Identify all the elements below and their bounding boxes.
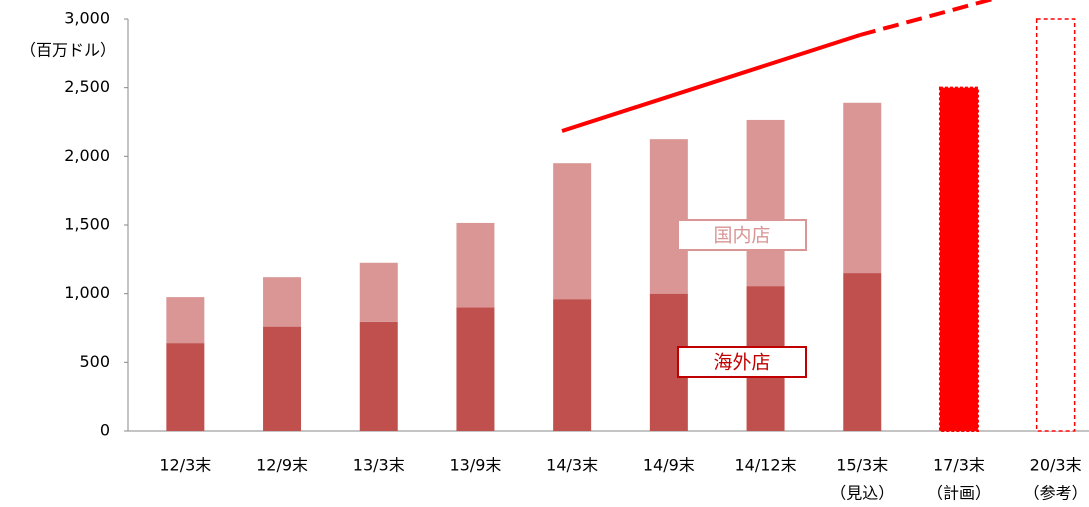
bar-segment xyxy=(843,102,882,274)
bar-segment xyxy=(456,222,495,308)
x-tick-sublabel: （計画） xyxy=(927,484,991,503)
bar-segment xyxy=(746,119,785,287)
x-tick-label: 12/3末 xyxy=(159,456,211,475)
x-tick-label: 14/12末 xyxy=(734,456,796,475)
y-tick-label: 1,500 xyxy=(64,215,110,234)
x-tick-label: 14/3末 xyxy=(546,456,598,475)
series-label: 海外店 xyxy=(713,352,770,374)
plan-bar xyxy=(1035,18,1076,432)
x-tick-sublabel: （見込） xyxy=(830,484,894,503)
bar-segment xyxy=(553,163,592,300)
series-label-box xyxy=(677,219,807,251)
y-tick-label: 0 xyxy=(100,421,110,440)
series-label: 国内店 xyxy=(713,225,770,247)
x-tick-sublabel: （参考） xyxy=(1024,484,1088,503)
bar-segment xyxy=(359,262,398,322)
y-tick-label: 2,500 xyxy=(64,77,110,96)
bar-segment xyxy=(553,299,592,431)
y-tick-label: 3,000 xyxy=(64,9,110,28)
bar-segment xyxy=(166,297,205,344)
bar-segment xyxy=(359,321,398,431)
bar-segment xyxy=(263,277,302,327)
y-tick-label: 500 xyxy=(79,352,110,371)
trend-line xyxy=(561,33,861,133)
bar-segment xyxy=(649,139,688,294)
y-axis-label: （百万ドル） xyxy=(20,41,116,60)
x-tick-label: 13/3末 xyxy=(353,456,405,475)
series-label-box xyxy=(677,346,807,378)
x-tick-label: 13/9末 xyxy=(449,456,501,475)
bar-segment xyxy=(166,343,205,431)
trend-line-dashed xyxy=(859,0,997,37)
bar-segment xyxy=(843,273,882,431)
x-tick-label: 14/9末 xyxy=(643,456,695,475)
x-tick-label: 12/9末 xyxy=(256,456,308,475)
x-tick-label: 17/3末 xyxy=(933,456,985,475)
x-tick-label: 20/3末 xyxy=(1030,456,1082,475)
bar-segment xyxy=(456,307,495,431)
y-tick-label: 2,000 xyxy=(64,146,110,165)
plan-bar xyxy=(938,86,979,433)
bar-segment xyxy=(263,326,302,431)
x-tick-label: 15/3末 xyxy=(836,456,888,475)
y-tick-label: 1,000 xyxy=(64,283,110,302)
